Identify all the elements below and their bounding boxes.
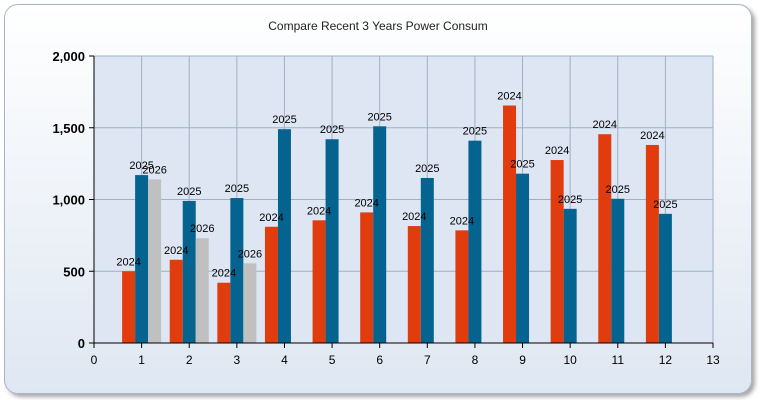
x-tick-label: 3 [234,353,241,367]
x-tick-label: 0 [91,353,98,367]
bar-2024-3 [217,282,231,343]
data-label-2026-2: 2026 [190,223,214,235]
bar-2026-1 [148,179,162,343]
bar-2024-8 [455,230,469,343]
bar-2024-2 [169,259,183,343]
x-tick-label: 1 [138,353,145,367]
data-label-2024-5: 2024 [307,205,331,217]
bar-2025-9 [516,173,530,343]
x-tick-label: 12 [659,353,673,367]
bar-2025-1 [135,175,149,343]
x-tick-label: 6 [376,353,383,367]
data-label-2025-4: 2025 [272,114,296,126]
data-label-2024-4: 2024 [259,212,283,224]
data-label-2024-7: 2024 [402,211,426,223]
bar-2025-8 [468,140,482,343]
bar-2024-12 [645,144,659,343]
bar-2024-1 [122,271,136,343]
data-labels: 2024 2024 2024 2024 2024 2024 2024 2024 2024 2024… [116,91,677,280]
bar-2026-2 [195,238,209,343]
y-tick-label: 0 [78,336,85,351]
data-label-2024-11: 2024 [593,119,617,131]
data-label-2024-9: 2024 [497,91,521,103]
bar-2024-11 [598,134,612,343]
bar-2024-4 [264,226,278,343]
x-tick-label: 13 [706,353,720,367]
data-label-2025-11: 2025 [606,184,630,196]
bars [122,105,672,343]
data-label-2025-10: 2025 [558,194,582,206]
data-label-2025-12: 2025 [653,199,677,211]
y-tick-label: 500 [63,264,85,279]
data-label-2024-1: 2024 [116,256,140,268]
x-tick-label: 4 [281,353,288,367]
bar-2025-6 [373,126,387,343]
data-label-2024-12: 2024 [640,130,664,142]
data-label-2026-1: 2026 [142,164,166,176]
data-label-2025-7: 2025 [415,163,439,175]
data-label-2025-6: 2025 [367,111,391,123]
y-tick-label: 2,000 [52,49,85,64]
data-label-2024-10: 2024 [545,145,569,157]
bar-2025-2 [182,200,196,343]
x-tick-label: 11 [612,353,625,367]
bar-2025-5 [325,139,339,343]
bar-2026-3 [243,263,257,343]
data-label-2024-6: 2024 [354,197,378,209]
bar-2024-7 [407,226,421,343]
x-tick-label: 9 [519,353,526,367]
x-tick-label: 8 [472,353,479,367]
data-label-2025-2: 2025 [177,186,201,198]
bar-2024-9 [503,105,517,343]
y-tick-label: 1,000 [52,193,85,208]
data-label-2024-3: 2024 [212,268,236,280]
x-tick-label: 2 [186,353,193,367]
bar-2025-11 [611,198,625,343]
data-label-2025-3: 2025 [225,183,249,195]
bar-2024-10 [550,160,564,343]
x-tick-label: 10 [563,353,577,367]
bar-2025-12 [658,213,672,343]
bar-2025-3 [230,198,244,343]
data-label-2025-1: 2025 [129,160,153,172]
bar-2025-7 [420,177,434,343]
bar-2025-10 [563,208,577,343]
bar-2024-5 [312,220,326,343]
x-tick-label: 7 [424,353,431,367]
data-label-2024-8: 2024 [450,215,474,227]
data-label-2025-8: 2025 [463,126,487,138]
chart-title: Compare Recent 3 Years Power Consum [268,19,487,33]
data-label-2025-5: 2025 [320,124,344,136]
data-label-2025-9: 2025 [510,159,534,171]
data-label-2026-3: 2026 [238,248,262,260]
bar-2025-4 [277,129,291,343]
bar-2024-6 [360,212,374,343]
data-label-2024-2: 2024 [164,245,188,257]
y-tick-label: 1,500 [52,121,85,136]
x-tick-label: 5 [329,353,336,367]
